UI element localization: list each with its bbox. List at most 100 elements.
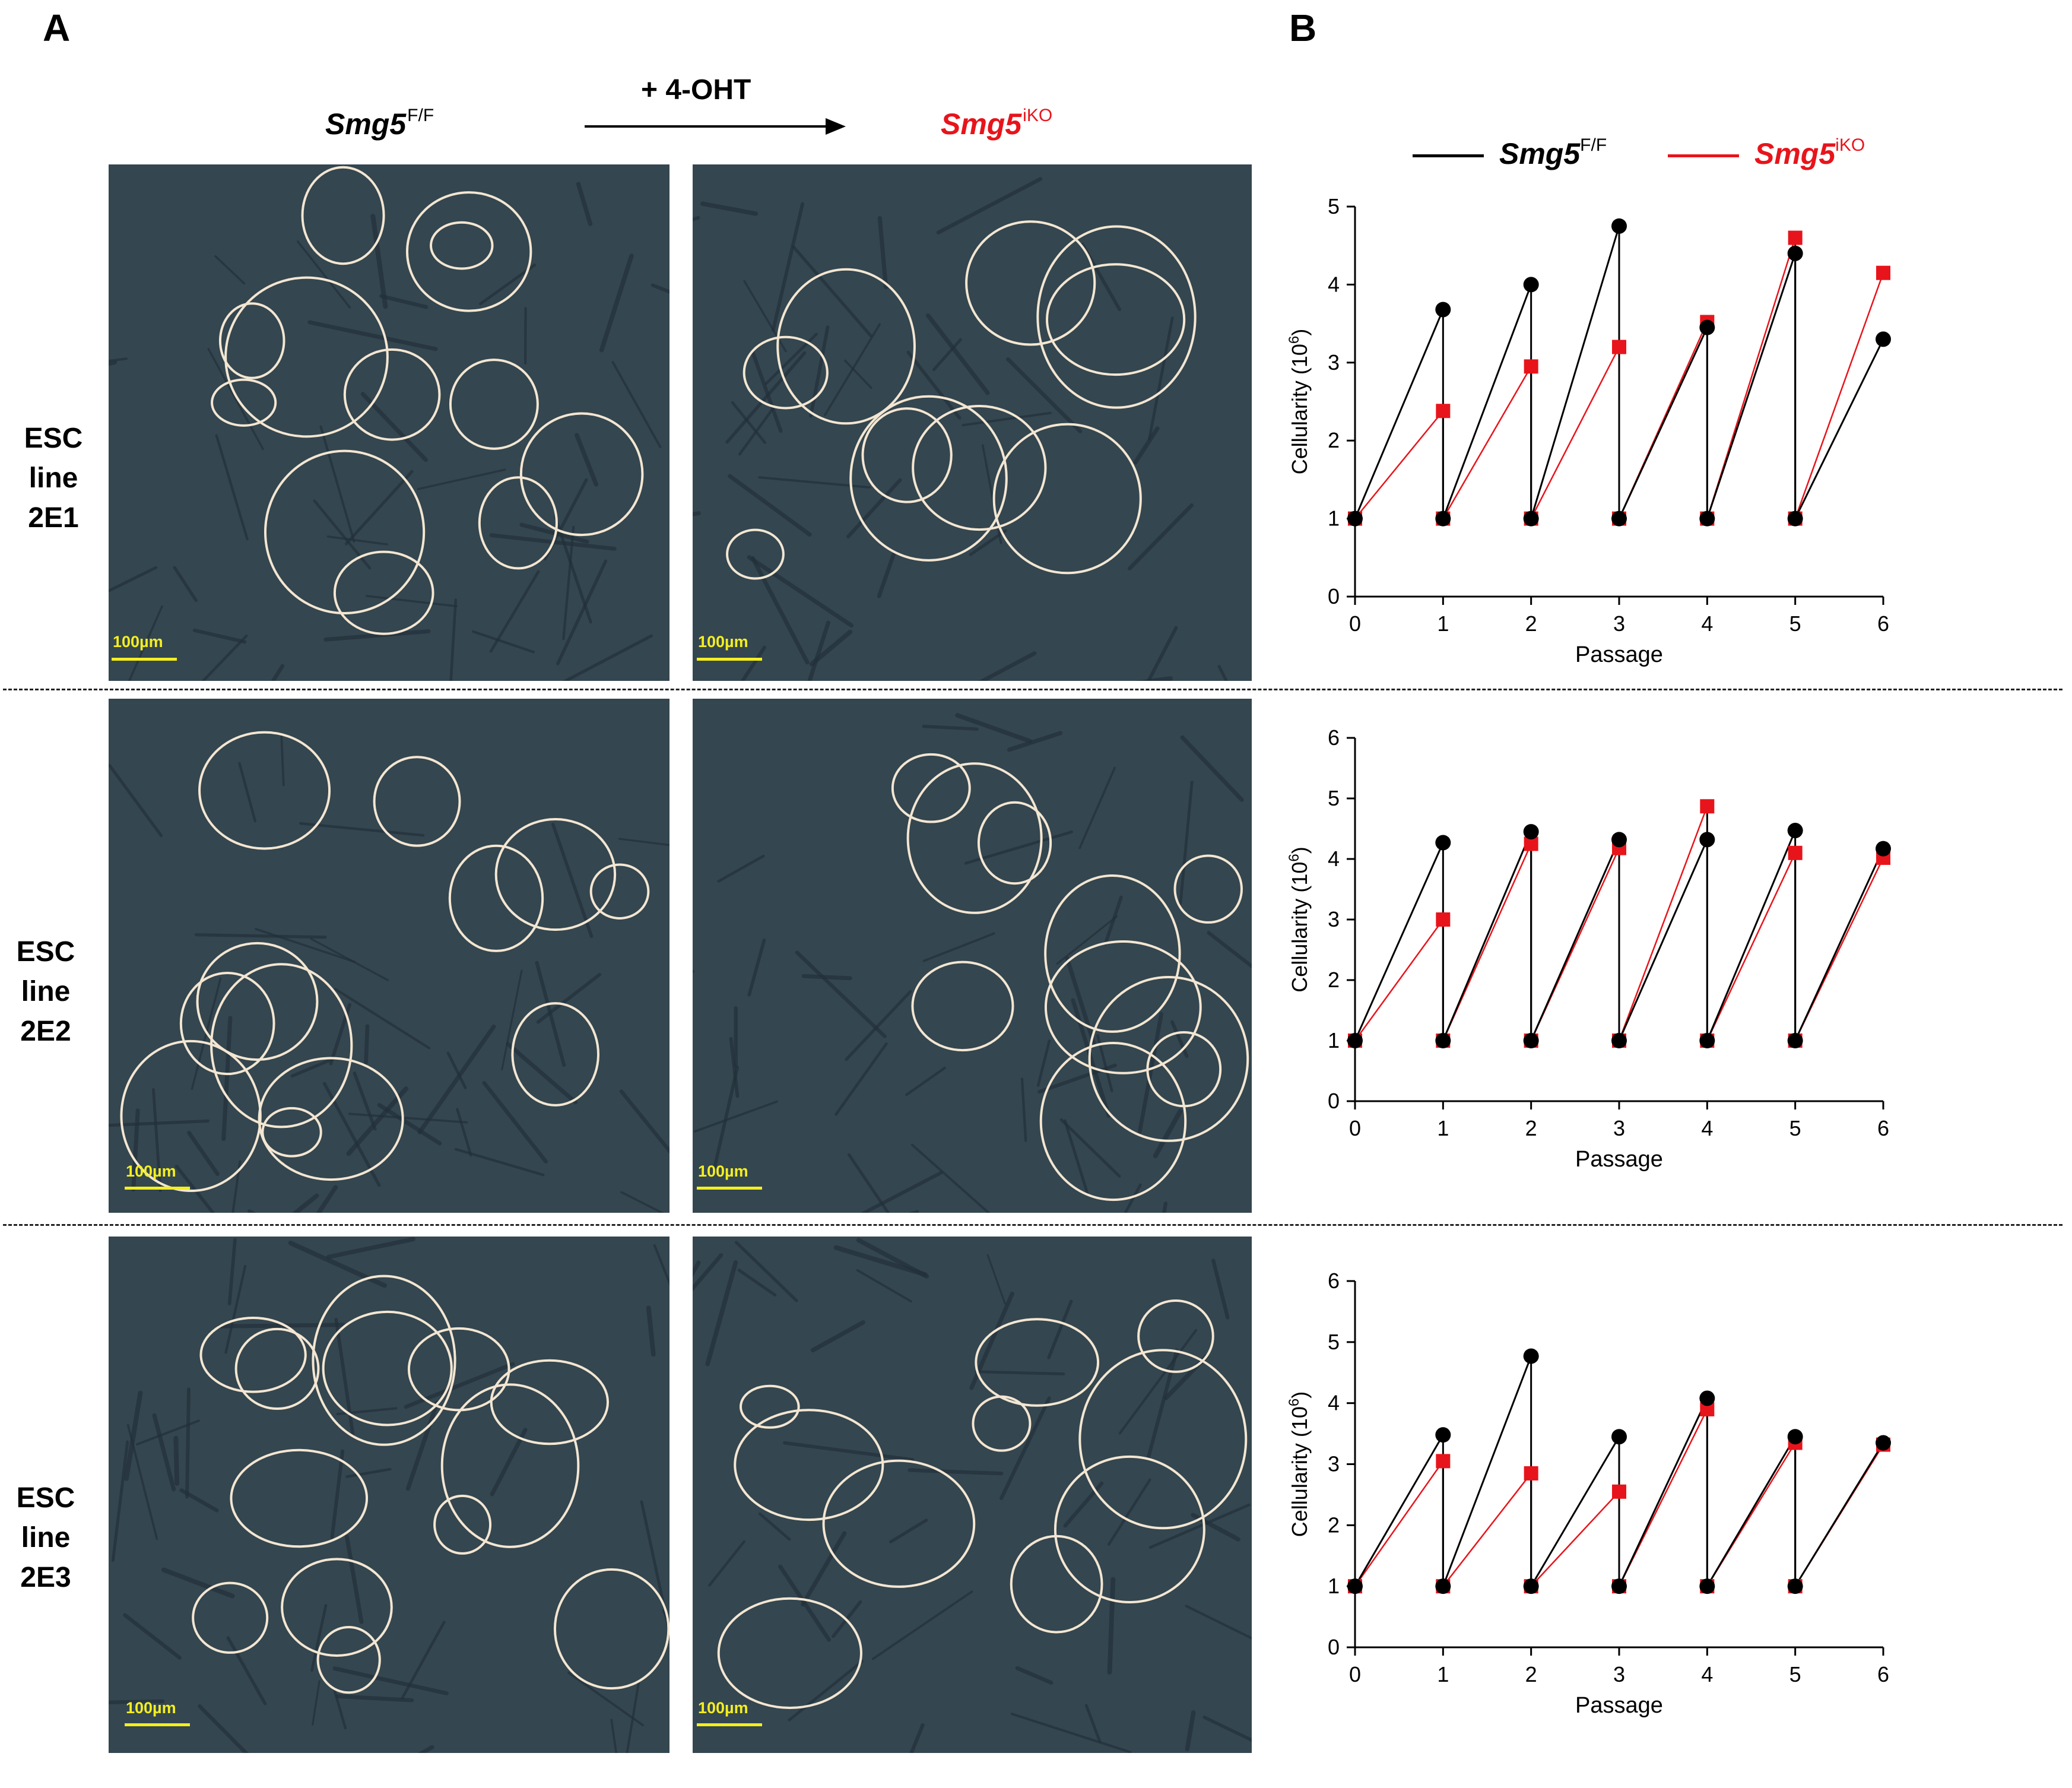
legend-iko: Smg5iKO [1668, 135, 1865, 171]
series-segment [1530, 1436, 1620, 1587]
fibroblast-cell [1059, 1118, 1121, 1178]
scale-label: 100µm [113, 633, 163, 651]
colony [861, 407, 953, 503]
fibroblast-cell [771, 202, 805, 332]
fibroblast-cell [501, 969, 523, 1071]
fibroblast-cell [490, 1428, 528, 1497]
fibroblast-cell [1124, 1183, 1142, 1213]
x-tick-label: 6 [1877, 1662, 1889, 1686]
fibroblast-cell [926, 313, 990, 395]
fibroblast-cell [201, 635, 248, 681]
x-axis-label: Passage [1575, 1147, 1663, 1172]
micrograph-background [693, 164, 1252, 681]
legend-ff-sup: F/F [1580, 135, 1607, 155]
y-tick-label: 0 [1328, 1635, 1340, 1659]
fibroblast-cell [871, 1590, 973, 1660]
fibroblast-cell [969, 529, 1007, 556]
fibroblast-cell [861, 1171, 943, 1213]
scale-bar [125, 1723, 190, 1726]
data-point-ff [1787, 511, 1803, 527]
y-tick-label: 3 [1328, 350, 1340, 375]
row-label-line2: line [21, 1522, 71, 1554]
series-segment [1442, 1473, 1532, 1587]
series-segment [1354, 842, 1444, 1041]
series-segment [1706, 830, 1797, 1041]
fibroblast-cell [1148, 1503, 1251, 1549]
row-label-2e1: ESC line 2E1 [3, 419, 104, 538]
fibroblast-cell [345, 1467, 392, 1478]
fibroblast-cell [536, 973, 601, 1024]
scale-bar [697, 1187, 762, 1190]
fibroblast-cell [326, 1237, 415, 1260]
fibroblast-cell [1133, 426, 1160, 465]
colony [911, 960, 1014, 1052]
scale-label: 100µm [698, 1699, 748, 1717]
data-point-ff [1523, 1033, 1539, 1048]
colony [449, 359, 539, 450]
colony [301, 166, 385, 265]
colony [511, 1002, 599, 1107]
y-tick-label: 1 [1328, 506, 1340, 531]
fibroblast-cell [810, 1320, 865, 1353]
fibroblast-cell [611, 361, 662, 448]
colony [734, 1409, 884, 1521]
fibroblast-cell [417, 1024, 496, 1134]
colony [261, 1107, 322, 1158]
fibroblast-cell [618, 838, 669, 847]
fibroblast-cell [1108, 1478, 1151, 1546]
fibroblast-cell [519, 522, 589, 544]
fibroblast-cell [693, 1253, 724, 1292]
y-tick-label: 3 [1328, 907, 1340, 931]
fibroblast-cell [296, 240, 351, 309]
fibroblast-cell [1127, 503, 1194, 570]
data-point-ff [1523, 511, 1539, 527]
data-point-iko [1524, 1466, 1538, 1481]
header-ff-gene: Smg5 [325, 107, 407, 141]
data-point-ff [1611, 218, 1627, 234]
micrograph-iko-2e2 [693, 699, 1252, 1213]
header-ff: Smg5F/F [325, 106, 434, 141]
series-segment [1530, 839, 1620, 1041]
y-axis-label: Cellularity (106) [1286, 329, 1312, 474]
fibroblast-cell [694, 1100, 778, 1133]
fibroblast-cell [1065, 956, 1096, 1045]
series-segment [1794, 272, 1884, 519]
fibroblast-cell [1078, 766, 1116, 849]
series-segment [1618, 839, 1708, 1041]
fibroblast-cell [905, 1067, 946, 1096]
fibroblast-cell [370, 214, 388, 309]
fibroblast-cell [551, 822, 594, 939]
series-segment [1618, 1397, 1708, 1587]
fibroblast-cell [908, 1468, 1004, 1476]
header-ff-sup: F/F [407, 106, 434, 125]
fibroblast-cell [221, 1016, 233, 1141]
fibroblast-cell [844, 359, 872, 389]
header-iko: Smg5iKO [941, 106, 1052, 141]
x-tick-label: 3 [1613, 1116, 1625, 1140]
fibroblast-cell [454, 1147, 545, 1177]
fibroblast-cell [1036, 1039, 1051, 1087]
y-axis-label: Cellularity (106) [1286, 1391, 1312, 1537]
fibroblast-cell [728, 474, 812, 537]
treatment-label: + 4-OHT [641, 74, 751, 106]
legend-iko-sup: iKO [1835, 135, 1865, 155]
data-point-ff [1523, 1348, 1539, 1364]
fibroblast-cell [562, 634, 653, 681]
fibroblast-cell [128, 605, 163, 681]
treatment-arrow [585, 118, 846, 135]
data-point-ff [1876, 1435, 1891, 1451]
fibroblast-cell [323, 629, 431, 642]
fibroblast-cell [646, 1305, 656, 1357]
x-tick-label: 1 [1437, 1116, 1449, 1140]
data-point-ff [1699, 1033, 1715, 1048]
series-segment [1442, 284, 1532, 519]
series-segment [1354, 919, 1444, 1041]
fibroblast-cell [299, 822, 425, 837]
fibroblast-cell [334, 988, 431, 1050]
fibroblast-cell [123, 1390, 143, 1481]
fibroblast-cell [478, 264, 537, 306]
scale-label: 100µm [126, 1162, 176, 1180]
fibroblast-cell [922, 724, 979, 731]
colony [373, 756, 461, 847]
fibroblast-cell [599, 253, 634, 353]
